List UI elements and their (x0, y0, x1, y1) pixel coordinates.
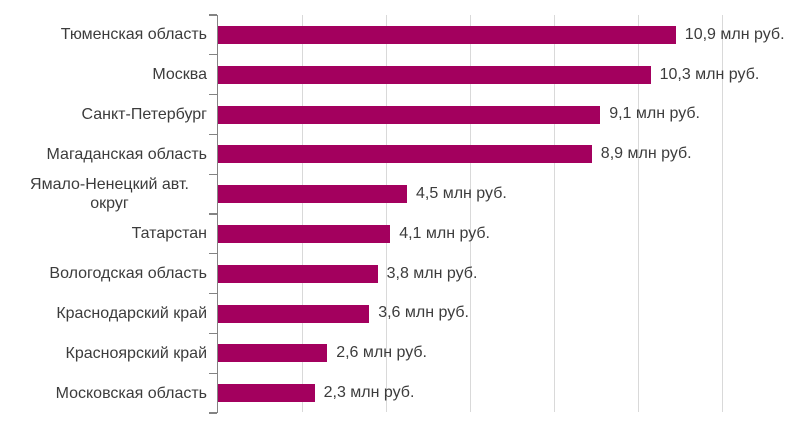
category-label-text: Красноярский край (65, 344, 207, 362)
category-label-text: Ямало-Ненецкий авт. округ (30, 176, 189, 213)
axis-tick (208, 372, 217, 374)
category-label: Тюменская область (0, 15, 207, 55)
bar (218, 65, 651, 84)
bar (218, 384, 315, 403)
category-label: Ямало-Ненецкий авт. округ (0, 174, 207, 214)
category-label: Санкт-Петербург (0, 95, 207, 135)
value-label: 2,3 млн руб. (323, 384, 415, 402)
axis-tick (208, 133, 217, 136)
bar (218, 344, 328, 363)
category-label-text: Краснодарский край (56, 304, 207, 322)
gridline (721, 15, 723, 412)
category-label: Краснодарский край (0, 294, 207, 334)
gridline (553, 15, 555, 412)
category-label-text: Татарстан (131, 225, 207, 243)
axis-tick (208, 14, 217, 16)
category-label: Москва (0, 55, 207, 95)
category-label-text: Вологодская область (49, 265, 207, 283)
category-label: Вологодская область (0, 254, 207, 294)
category-label: Татарстан (0, 214, 207, 254)
category-label-text: Тюменская область (60, 26, 207, 44)
axis-tick (208, 253, 217, 255)
value-label: 10,9 млн руб. (684, 25, 785, 43)
bar (218, 145, 592, 164)
axis-tick (208, 332, 217, 335)
bar (218, 264, 378, 283)
gridline (385, 15, 387, 412)
axis-tick (208, 54, 217, 56)
bar (218, 25, 676, 44)
value-label: 4,5 млн руб. (416, 185, 507, 203)
category-label-text: Магаданская область (46, 145, 207, 163)
category-label: Московская область (0, 373, 207, 413)
value-label: 4,1 млн руб. (399, 224, 490, 242)
category-label: Магаданская область (0, 134, 207, 174)
category-label-text: Московская область (55, 384, 207, 402)
gridline (469, 15, 471, 412)
value-label: 10,3 млн руб. (659, 65, 760, 83)
value-label: 8,9 млн руб. (600, 145, 692, 163)
category-label-text: Москва (152, 66, 207, 84)
gridline (637, 15, 639, 412)
value-label: 9,1 млн руб. (609, 105, 700, 123)
bar (218, 304, 370, 323)
axis-tick (208, 412, 217, 414)
category-label-text: Санкт-Петербург (81, 105, 207, 123)
value-label: 2,6 млн руб. (336, 344, 427, 362)
category-label: Красноярский край (0, 333, 207, 373)
gridline (301, 15, 303, 412)
bar (218, 105, 601, 124)
axis-tick (208, 173, 217, 175)
value-label: 3,8 млн руб. (386, 264, 478, 282)
category-axis-line (216, 15, 218, 413)
bar (218, 185, 407, 204)
axis-tick (208, 213, 217, 215)
bar (218, 224, 391, 243)
axis-tick (208, 93, 217, 96)
axis-tick (208, 292, 217, 295)
value-label: 3,6 млн руб. (378, 304, 469, 322)
